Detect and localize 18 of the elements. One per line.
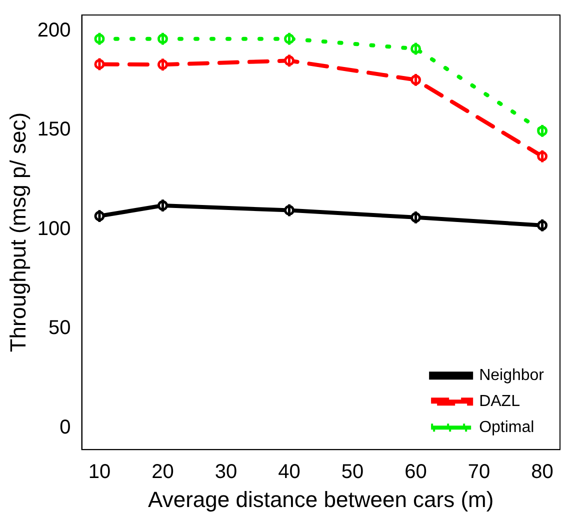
y-tick-label: 0 xyxy=(60,416,71,438)
legend-label: Optimal xyxy=(479,419,534,436)
x-axis-title: Average distance between cars (m) xyxy=(148,486,494,512)
x-tick-label: 10 xyxy=(88,461,111,484)
y-tick-label: 50 xyxy=(48,317,71,340)
x-tick-label: 50 xyxy=(341,461,364,484)
x-tick-label: 30 xyxy=(214,461,238,484)
legend-label: Neighbor xyxy=(479,367,545,384)
legend-label: DAZL xyxy=(479,393,520,410)
y-tick-label: 200 xyxy=(37,19,71,42)
y-tick-label: 150 xyxy=(37,118,71,141)
y-tick-label: 100 xyxy=(37,218,71,240)
x-tick-label: 60 xyxy=(404,461,427,484)
y-axis-title: Throughput (msg p/ sec) xyxy=(5,112,30,352)
x-tick-label: 40 xyxy=(278,461,300,484)
x-tick-label: 70 xyxy=(468,461,490,484)
x-tick-label: 80 xyxy=(531,461,554,484)
x-tick-label: 20 xyxy=(152,461,174,484)
